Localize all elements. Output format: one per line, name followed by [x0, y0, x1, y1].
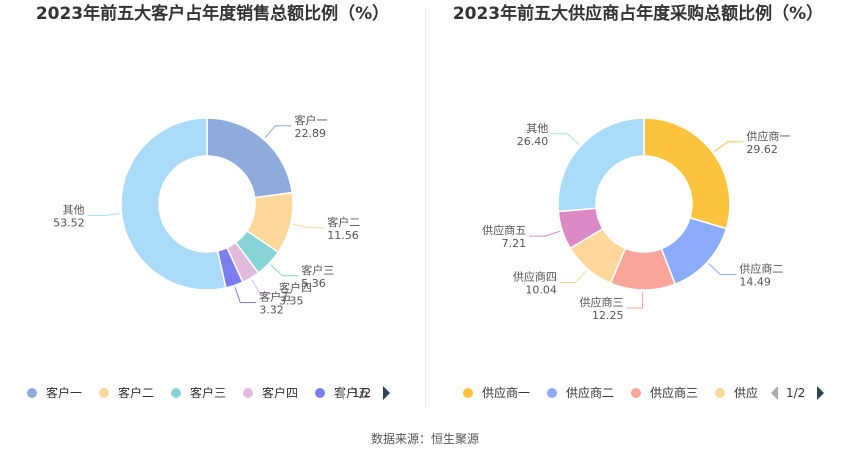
supplier-chart-title: 2023年前五大供应商占年度采购总额比例（%）	[452, 4, 824, 24]
leader-line-3	[270, 264, 299, 277]
leader-line-1	[714, 141, 744, 152]
leader-line-4	[559, 270, 587, 284]
legend-swatch	[27, 388, 37, 398]
legend-item[interactable]: 客户二	[99, 385, 154, 400]
slice-category-label: 客户一	[295, 113, 328, 127]
slice-value-label: 5.36	[301, 277, 326, 290]
slice-category-label: 客户二	[327, 215, 360, 229]
legend-prev-icon[interactable]	[771, 386, 778, 400]
leader-line-5	[234, 287, 257, 304]
legend-prev-icon[interactable]	[337, 386, 344, 400]
legend-swatch	[243, 388, 253, 398]
leader-line-2	[708, 263, 737, 276]
legend-item[interactable]: 客户一	[27, 385, 82, 400]
supplier-donut-chart: 供应商一29.62供应商二14.49供应商三12.25供应商四10.04供应商五…	[463, 117, 824, 400]
legend-label: 供应商三	[650, 385, 698, 400]
slice-value-label: 3.32	[259, 304, 284, 317]
legend-item[interactable]: 客户三	[171, 385, 226, 400]
slice-category-label: 客户三	[301, 263, 334, 277]
legend-next-icon[interactable]	[817, 386, 824, 400]
slice-category-label: 客户五	[259, 290, 292, 304]
slice-value-label: 53.52	[53, 216, 85, 229]
slice-category-label: 供应商四	[513, 270, 557, 284]
legend-swatch	[171, 388, 181, 398]
slice-value-label: 29.62	[746, 143, 778, 156]
legend-item[interactable]: 供应商三	[631, 385, 698, 400]
customer-chart-panel: 2023年前五大客户占年度销售总额比例（%） 客户一 22.89 客户二 11.56 客…	[0, 0, 425, 410]
leader-line-2	[292, 223, 325, 229]
leader-line-5	[529, 230, 561, 237]
legend-label: 客户三	[190, 385, 226, 400]
legend-page-indicator: 1/2	[786, 386, 805, 400]
donut-slices	[120, 117, 294, 291]
legend-label: 客户四	[262, 385, 298, 400]
legend-label: 供应商二	[566, 385, 614, 400]
legend-page-indicator: 1/2	[352, 386, 371, 400]
legend-item[interactable]: 供应商一	[463, 385, 530, 400]
slice-value-label: 12.25	[592, 309, 624, 322]
donut-slice-6[interactable]	[557, 117, 645, 213]
slice-category-label: 其他	[63, 203, 85, 216]
legend-swatch	[315, 388, 325, 398]
leader-line-3	[626, 291, 644, 309]
slice-value-label: 10.04	[525, 284, 557, 297]
slice-category-label: 供应商五	[482, 223, 526, 237]
legend-label: 供应商一	[482, 385, 530, 400]
customer-donut-chart: 客户一22.89客户二11.56客户三5.36客户四3.35客户五3.32其他5…	[27, 113, 390, 400]
legend-swatch	[99, 388, 109, 398]
slice-value-label: 22.89	[295, 127, 327, 140]
legend-label: 供应	[734, 385, 758, 400]
slice-value-label: 26.40	[517, 135, 549, 148]
slice-category-label: 供应商一	[746, 129, 790, 143]
donut-slices	[557, 117, 731, 291]
slice-value-label: 14.49	[739, 276, 771, 289]
legend-item[interactable]: 客户四	[243, 385, 298, 400]
slice-value-label: 7.21	[502, 237, 527, 250]
chart-legend: 供应商一 供应商二 供应商三 供应 1/2	[463, 385, 824, 400]
leader-line-4	[251, 279, 277, 294]
slice-category-label: 其他	[526, 122, 548, 135]
leader-line-6	[551, 133, 580, 145]
legend-swatch	[547, 388, 557, 398]
customer-chart-title: 2023年前五大客户占年度销售总额比例（%）	[35, 4, 390, 24]
legend-label: 客户一	[46, 385, 82, 400]
supplier-chart-panel: 2023年前五大供应商占年度采购总额比例（%） 供应商一 29.62 供应商二 14.…	[426, 0, 850, 410]
slice-category-label: 客户四	[279, 280, 312, 294]
donut-slice-1[interactable]	[643, 117, 731, 230]
data-source-note: 数据来源：恒生聚源	[370, 432, 479, 446]
legend-next-icon[interactable]	[383, 386, 390, 400]
slice-value-label: 11.56	[327, 229, 359, 242]
donut-slice-6[interactable]	[120, 117, 227, 291]
leader-line-6	[87, 213, 120, 216]
slice-value-label: 3.35	[279, 294, 304, 307]
legend-swatch	[715, 388, 725, 398]
slice-category-label: 供应商三	[579, 295, 623, 309]
legend-swatch	[631, 388, 641, 398]
legend-swatch	[463, 388, 473, 398]
legend-label: 客户二	[118, 385, 154, 400]
donut-slice-1[interactable]	[206, 117, 294, 199]
leader-line-1	[264, 125, 292, 139]
legend-item[interactable]: 供应	[715, 385, 758, 400]
legend-item[interactable]: 供应商二	[547, 385, 614, 400]
slice-category-label: 供应商二	[739, 262, 783, 276]
panel-divider	[425, 8, 426, 408]
